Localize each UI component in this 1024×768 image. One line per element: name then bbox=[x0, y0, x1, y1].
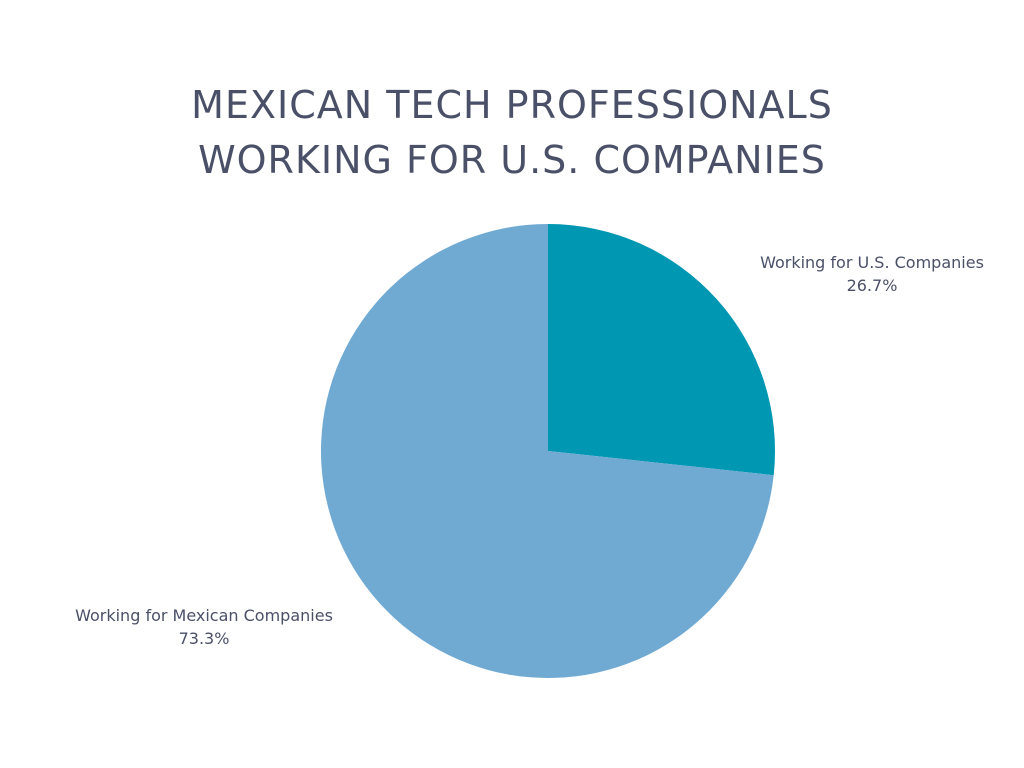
chart-title-line-2: WORKING FOR U.S. COMPANIES bbox=[198, 138, 826, 182]
chart-title-line-1: MEXICAN TECH PROFESSIONALS bbox=[191, 83, 833, 127]
pie-slices bbox=[320, 224, 776, 678]
chart-title: MEXICAN TECH PROFESSIONALS WORKING FOR U… bbox=[0, 78, 1024, 188]
slice-label-us-companies: Working for U.S. Companies 26.7% bbox=[742, 251, 1002, 297]
slice-label-mexican-companies-name: Working for Mexican Companies bbox=[75, 606, 333, 625]
slice-label-mexican-companies: Working for Mexican Companies 73.3% bbox=[52, 604, 356, 650]
slice-label-us-companies-name: Working for U.S. Companies bbox=[760, 253, 984, 272]
slice-label-mexican-companies-value: 73.3% bbox=[178, 629, 230, 648]
slice-label-us-companies-value: 26.7% bbox=[846, 276, 898, 295]
pie-slice-working-for-u-s-companies bbox=[548, 224, 776, 476]
pie-slice-working-for-mexican-companies bbox=[320, 224, 774, 678]
